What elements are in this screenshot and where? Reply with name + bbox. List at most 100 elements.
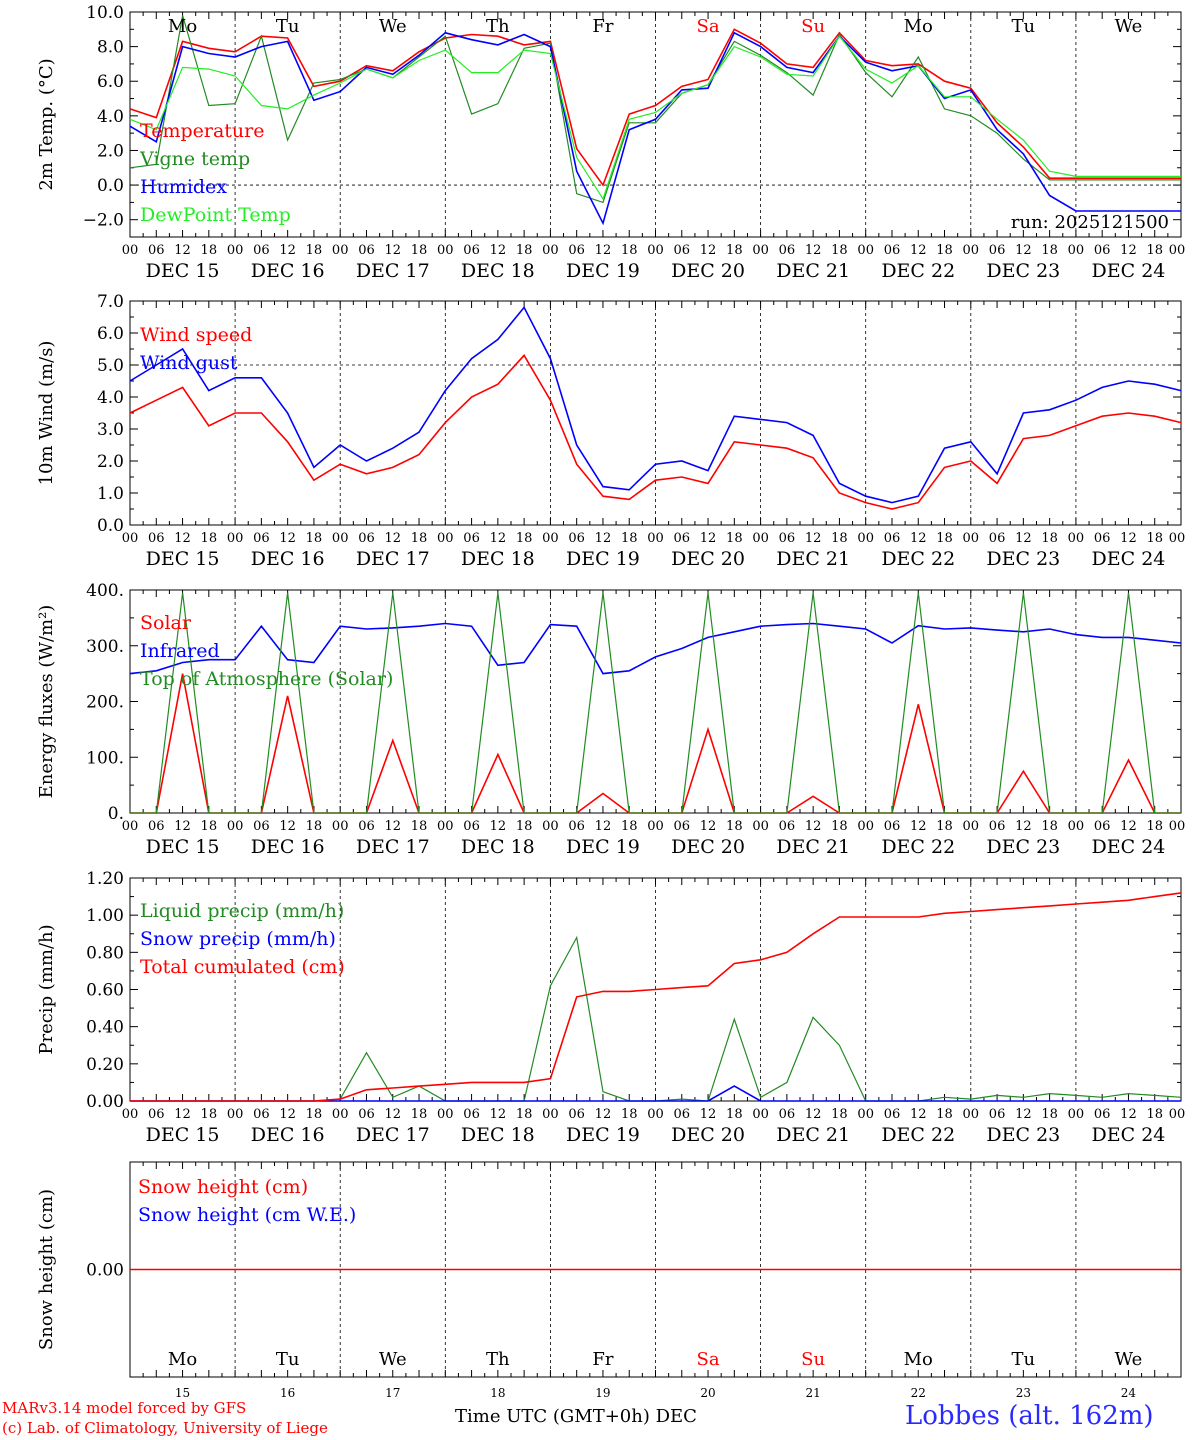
weekday-label: Sa (697, 16, 720, 37)
hour-label: 12 (805, 531, 822, 546)
date-label: DEC 20 (671, 548, 745, 570)
legend-entry: Vigne temp (139, 148, 250, 170)
hour-label: 18 (411, 531, 428, 546)
hour-label: 12 (384, 243, 401, 258)
hour-label: 12 (279, 819, 296, 834)
hour-label: 12 (174, 1107, 191, 1122)
panel-3-frame (129, 589, 1182, 814)
hour-label: 06 (1094, 819, 1111, 834)
weekday-label: We (1115, 1349, 1143, 1370)
hour-label: 18 (201, 1107, 218, 1122)
y-axis-label: Precip (mm/h) (36, 924, 57, 1054)
hour-label: 06 (674, 819, 691, 834)
hour-label: 00 (1169, 1107, 1186, 1122)
date-label: DEC 16 (251, 260, 325, 282)
hour-label: 12 (595, 243, 612, 258)
hour-label: 18 (411, 1107, 428, 1122)
date-label: DEC 17 (356, 1124, 430, 1146)
day-number-label: 21 (806, 1386, 821, 1400)
legend-entry: Humidex (140, 176, 227, 198)
date-label: DEC 20 (671, 260, 745, 282)
hour-label: 18 (1146, 531, 1163, 546)
hour-label: 18 (516, 531, 533, 546)
hour-label: 00 (542, 531, 559, 546)
y-tick-label: 0.80 (86, 943, 124, 963)
hour-label: 12 (1120, 243, 1137, 258)
weekday-label: Tu (276, 1349, 300, 1370)
hour-label: 06 (253, 243, 270, 258)
hour-label: 18 (306, 243, 323, 258)
hour-label: 18 (936, 531, 953, 546)
legend-entry: Temperature (140, 120, 264, 142)
legend-entry: Wind speed (140, 324, 252, 346)
hour-label: 18 (201, 819, 218, 834)
hour-label: 00 (857, 243, 874, 258)
hour-label: 06 (779, 243, 796, 258)
hour-label: 12 (279, 531, 296, 546)
hour-label: 06 (253, 819, 270, 834)
y-tick-label: −2.0 (83, 211, 124, 231)
hour-label: 00 (857, 819, 874, 834)
hour-label: 00 (227, 243, 244, 258)
y-tick-label: 4.0 (97, 107, 124, 127)
hour-label: 06 (674, 531, 691, 546)
lab-credit-line: (c) Lab. of Climatology, University of L… (2, 1419, 328, 1437)
weekday-label: Tu (1012, 16, 1036, 37)
hour-label: 12 (1120, 531, 1137, 546)
y-tick-label: 2.0 (97, 452, 124, 472)
date-label: DEC 21 (776, 260, 850, 282)
date-label: DEC 20 (671, 836, 745, 858)
hour-label: 12 (174, 243, 191, 258)
y-tick-label: 8.0 (97, 38, 124, 58)
hour-label: 00 (1169, 819, 1186, 834)
hour-label: 00 (1068, 1107, 1085, 1122)
series-line-wind-gust (129, 305, 1182, 504)
hour-label: 18 (621, 531, 638, 546)
date-label: DEC 22 (881, 1124, 955, 1146)
legend-entry: Infrared (140, 640, 220, 662)
hour-label: 18 (306, 819, 323, 834)
hour-label: 06 (568, 1107, 585, 1122)
hour-label: 18 (516, 243, 533, 258)
hour-label: 00 (227, 531, 244, 546)
weekday-label: Tu (276, 16, 300, 37)
hour-label: 18 (621, 243, 638, 258)
y-tick-label: 5.0 (97, 356, 124, 376)
hour-label: 12 (384, 819, 401, 834)
date-label: DEC 23 (986, 1124, 1060, 1146)
hour-label: 18 (936, 819, 953, 834)
y-tick-label: 0.20 (86, 1055, 124, 1075)
date-label: DEC 19 (566, 1124, 640, 1146)
hour-label: 12 (174, 531, 191, 546)
hour-label: 18 (726, 819, 743, 834)
hour-label: 18 (726, 243, 743, 258)
hour-label: 06 (674, 1107, 691, 1122)
hour-label: 12 (174, 819, 191, 834)
y-tick-label: 400. (86, 581, 124, 601)
hour-label: 18 (621, 819, 638, 834)
hour-label: 00 (122, 819, 139, 834)
hour-label: 18 (831, 531, 848, 546)
hour-label: 00 (963, 243, 980, 258)
hour-label: 06 (463, 531, 480, 546)
day-number-label: 16 (280, 1386, 295, 1400)
date-label: DEC 22 (881, 836, 955, 858)
y-tick-label: 2.0 (97, 141, 124, 161)
hour-label: 12 (1120, 819, 1137, 834)
hour-label: 06 (779, 819, 796, 834)
date-label: DEC 23 (986, 836, 1060, 858)
y-tick-label: 4.0 (97, 388, 124, 408)
date-label: DEC 20 (671, 1124, 745, 1146)
hour-label: 12 (700, 531, 717, 546)
series-line-dewpoint-temp (129, 35, 1181, 201)
hour-label: 12 (805, 819, 822, 834)
hour-label: 12 (490, 531, 507, 546)
hour-label: 00 (437, 243, 454, 258)
hour-label: 06 (568, 819, 585, 834)
weekday-label: Su (801, 16, 825, 37)
hour-label: 06 (1094, 243, 1111, 258)
date-label: DEC 21 (776, 1124, 850, 1146)
hour-label: 00 (647, 819, 664, 834)
hour-label: 12 (595, 819, 612, 834)
